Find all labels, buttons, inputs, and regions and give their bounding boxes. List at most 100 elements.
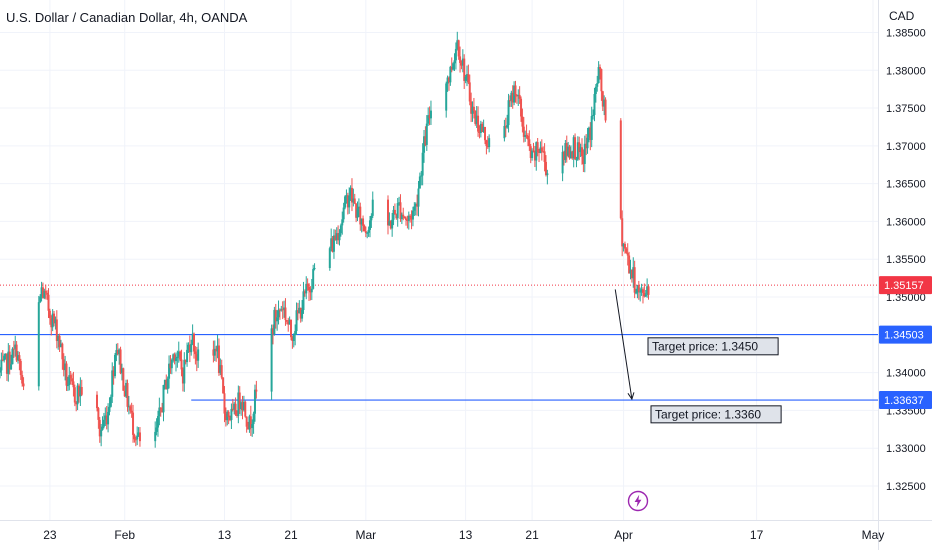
candle-body: [123, 390, 126, 397]
target-price-label: Target price: 1.3450: [652, 339, 758, 353]
candle-body: [452, 63, 455, 70]
candle-body: [138, 432, 141, 442]
chart-title: U.S. Dollar / Canadian Dollar, 4h, OANDA: [6, 10, 248, 25]
candle-body: [1, 359, 4, 361]
candle-body: [513, 85, 516, 103]
candle-body: [482, 126, 485, 133]
candle-body: [572, 137, 575, 159]
currency-label: CAD: [889, 9, 915, 23]
candle-body: [270, 328, 273, 392]
candle-body: [592, 114, 595, 117]
candle-body: [585, 143, 588, 149]
candle-body: [193, 333, 195, 352]
candle-body: [309, 290, 312, 293]
candle-body: [62, 359, 65, 371]
candle-body: [411, 210, 414, 220]
candle-body: [331, 238, 334, 252]
candle-body: [416, 203, 419, 207]
candle-body: [366, 232, 369, 234]
candle-body: [54, 319, 57, 324]
upper-level-badge-label: 1.34503: [884, 330, 924, 342]
candle-body: [346, 195, 349, 208]
flash-icon[interactable]: [627, 490, 649, 512]
candle-body: [11, 348, 14, 365]
candle-body: [525, 135, 528, 137]
y-axis[interactable]: 1.325001.330001.335001.340001.345001.350…: [879, 27, 932, 493]
candle-body: [292, 334, 295, 342]
candle-body: [643, 292, 646, 297]
candle-body: [467, 74, 470, 83]
candle-body: [478, 131, 481, 133]
candle-body: [465, 74, 468, 78]
candle-body: [468, 82, 471, 102]
candle-body: [600, 69, 603, 92]
candle-body: [69, 375, 72, 379]
candle-body: [137, 432, 140, 436]
x-tick-label: 21: [525, 528, 539, 542]
candle-body: [50, 318, 53, 328]
candle-body: [515, 95, 518, 97]
candle-body: [301, 310, 304, 319]
candle-body: [640, 289, 643, 292]
x-tick-label: May: [862, 528, 885, 542]
lower-level-badge-label: 1.33637: [884, 395, 924, 407]
candle-body: [596, 82, 599, 87]
candle-body: [349, 187, 352, 196]
candle-body: [402, 214, 405, 217]
current-price-badge: [879, 276, 932, 295]
candle-body: [195, 354, 198, 361]
candle-body: [302, 291, 305, 311]
candle-body: [226, 411, 229, 421]
candle-body: [647, 286, 650, 295]
candle-body: [64, 363, 67, 371]
candle-body: [395, 214, 398, 219]
x-tick-label: 17: [750, 528, 764, 542]
candle-body: [342, 207, 345, 220]
candle-body: [459, 56, 462, 63]
candle-body: [187, 344, 190, 350]
candle-body: [403, 216, 406, 219]
candle-body: [109, 396, 112, 407]
candle-body: [569, 151, 572, 159]
candle-body: [240, 402, 243, 410]
candle-body: [222, 377, 225, 394]
candle-body: [359, 206, 362, 225]
candle-body: [339, 225, 342, 234]
candle-body: [357, 206, 360, 209]
candle-body: [571, 151, 574, 159]
candle-body: [194, 351, 197, 355]
candle-body: [285, 320, 288, 322]
candle-body: [583, 143, 586, 164]
candle-body: [217, 345, 220, 374]
x-axis[interactable]: 23 Feb 13 21 Mar 13 21 Apr 17 May: [43, 528, 884, 542]
current-price-badge-label: 1.35157: [884, 280, 924, 292]
candle-body: [119, 349, 122, 374]
candle-body: [521, 116, 524, 127]
candle-body: [623, 243, 626, 249]
candle-body: [7, 351, 10, 374]
candle-body: [456, 40, 459, 49]
candle-body: [224, 413, 227, 421]
candle-body: [136, 435, 139, 440]
candle-body: [522, 126, 525, 137]
candle-body: [597, 67, 600, 83]
candle-body: [367, 229, 370, 233]
candle-body: [567, 146, 570, 156]
candle-body: [215, 348, 218, 352]
candle-body: [305, 283, 308, 294]
candle-body: [409, 215, 412, 217]
candle-body: [245, 416, 248, 427]
candle-body: [72, 381, 75, 388]
candle-body: [517, 94, 520, 96]
candle-body: [589, 127, 592, 140]
candle-body: [55, 319, 58, 342]
candle-body: [288, 319, 291, 325]
candle-body: [635, 292, 638, 294]
upper-level-badge: [879, 325, 932, 344]
candle-body: [360, 218, 363, 225]
candle-body: [407, 215, 410, 221]
candle-body: [179, 351, 182, 360]
candle-body: [39, 296, 42, 303]
y-tick-label: 1.37500: [886, 103, 926, 115]
